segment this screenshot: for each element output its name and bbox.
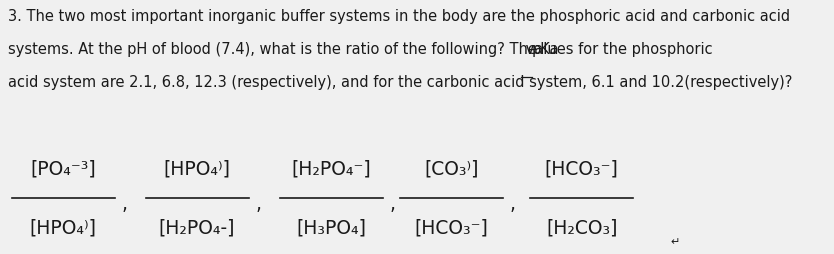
Text: ,: , (510, 194, 515, 213)
Text: [H₂CO₃]: [H₂CO₃] (546, 218, 617, 237)
Text: [H₂PO₄⁻]: [H₂PO₄⁻] (291, 159, 371, 178)
Text: [PO₄⁻³]: [PO₄⁻³] (30, 159, 96, 178)
Text: [CO₃⁾]: [CO₃⁾] (424, 159, 479, 178)
Text: [HCO₃⁻]: [HCO₃⁻] (545, 159, 619, 178)
Text: [HCO₃⁻]: [HCO₃⁻] (414, 218, 488, 237)
Text: values for the phosphoric: values for the phosphoric (521, 42, 712, 57)
Text: ,: , (255, 194, 262, 213)
Text: [H₂PO₄-]: [H₂PO₄-] (158, 218, 235, 237)
Text: ↵: ↵ (671, 236, 680, 246)
Text: ,: , (389, 194, 395, 213)
Text: ,: , (122, 194, 128, 213)
Text: [HPO₄⁾]: [HPO₄⁾] (163, 159, 231, 178)
Text: acid system are 2.1, 6.8, 12.3 (respectively), and for the carbonic acid system,: acid system are 2.1, 6.8, 12.3 (respecti… (8, 74, 792, 89)
Text: pKa: pKa (532, 42, 560, 57)
Text: systems. At the pH of blood (7.4), what is the ratio of the following? The: systems. At the pH of blood (7.4), what … (8, 42, 542, 57)
Text: 3. The two most important inorganic buffer systems in the body are the phosphori: 3. The two most important inorganic buff… (8, 9, 791, 24)
Text: [HPO₄⁾]: [HPO₄⁾] (30, 218, 97, 237)
Text: [H₃PO₄]: [H₃PO₄] (296, 218, 366, 237)
